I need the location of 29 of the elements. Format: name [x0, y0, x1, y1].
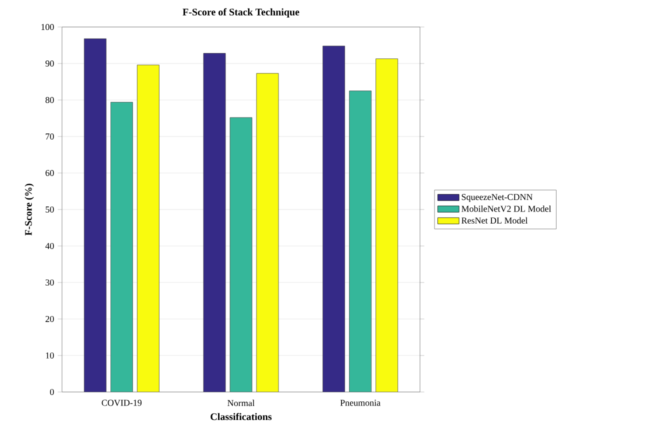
bar [110, 102, 133, 392]
bar [256, 73, 279, 392]
y-tick-label: 10 [46, 352, 54, 359]
y-tick-label: 20 [46, 316, 54, 322]
bar [203, 53, 226, 392]
x-tick-label: Pneumonia [340, 400, 380, 406]
bar [376, 58, 398, 392]
x-axis-title: Classifications [210, 412, 272, 420]
legend-label: MobileNetV2 DL Model [462, 205, 552, 212]
bar [84, 38, 106, 392]
x-tick-label: COVID-19 [102, 400, 142, 406]
y-tick-label: 80 [46, 96, 54, 104]
y-tick-label: 70 [46, 133, 54, 140]
legend-label: ResNet DL Model [462, 217, 528, 224]
bar [349, 90, 372, 392]
y-tick-label: 30 [46, 279, 54, 286]
legend-label: SqueezeNet-CDNN [462, 194, 533, 202]
y-tick-label: 100 [41, 24, 54, 30]
y-tick-label: 50 [46, 206, 54, 213]
y-tick-label: 60 [46, 170, 54, 176]
x-tick-label: Normal [228, 400, 255, 406]
y-tick-label: 90 [45, 60, 54, 67]
bar [230, 117, 252, 392]
bar [322, 46, 346, 392]
bar [136, 64, 160, 392]
chart-title: F-Score of Stack Technique [182, 8, 300, 18]
y-tick-label: 40 [45, 242, 54, 250]
y-tick-label: 0 [50, 388, 54, 396]
y-axis-title: F-Score (%) [24, 184, 34, 236]
